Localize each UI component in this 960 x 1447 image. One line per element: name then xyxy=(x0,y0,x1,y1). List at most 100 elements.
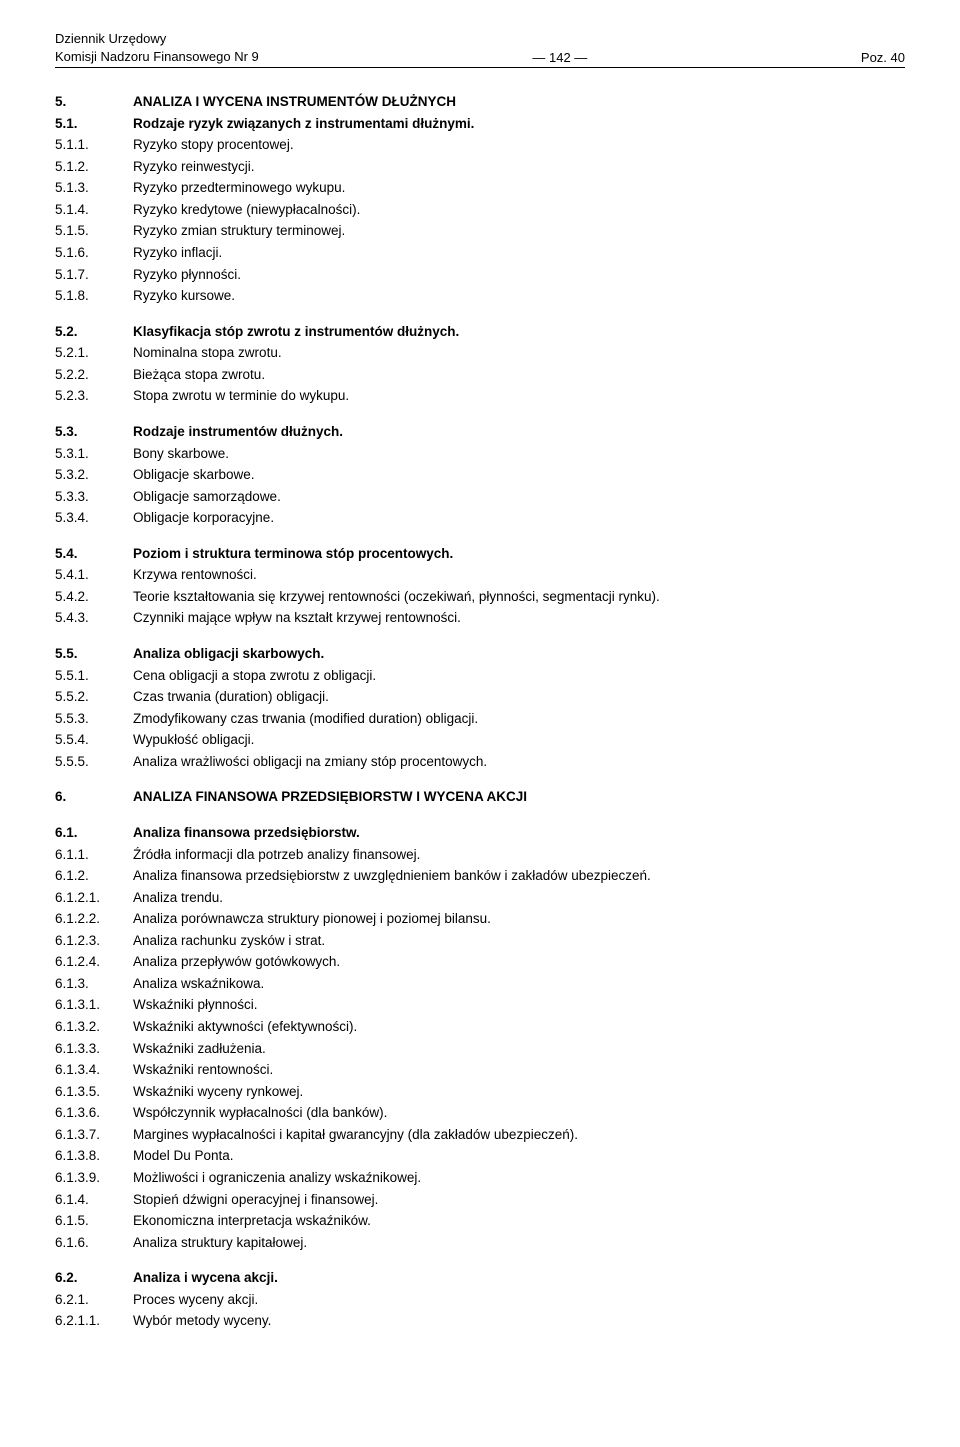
item-number: 5.4.1. xyxy=(55,565,133,585)
item-text: Margines wypłacalności i kapitał gwaranc… xyxy=(133,1125,905,1145)
list-row: 6.1.6.Analiza struktury kapitałowej. xyxy=(55,1233,905,1253)
item-text: Rodzaje ryzyk związanych z instrumentami… xyxy=(133,114,905,134)
list-row: 6.1.3.5.Wskaźniki wyceny rynkowej. xyxy=(55,1082,905,1102)
item-text: Ryzyko płynności. xyxy=(133,265,905,285)
item-number: 6.1. xyxy=(55,823,133,843)
item-number: 5.3.4. xyxy=(55,508,133,528)
item-number: 5.1.7. xyxy=(55,265,133,285)
item-number: 5.1.5. xyxy=(55,221,133,241)
item-text: Analiza trendu. xyxy=(133,888,905,908)
item-number: 6.1.3.6. xyxy=(55,1103,133,1123)
list-row: 5.1.8.Ryzyko kursowe. xyxy=(55,286,905,306)
item-text: Ekonomiczna interpretacja wskaźników. xyxy=(133,1211,905,1231)
item-number: 6.2.1. xyxy=(55,1290,133,1310)
item-number: 5.1.3. xyxy=(55,178,133,198)
item-number: 6.1.3. xyxy=(55,974,133,994)
list-row: 5.2.2.Bieżąca stopa zwrotu. xyxy=(55,365,905,385)
item-text: Stopa zwrotu w terminie do wykupu. xyxy=(133,386,905,406)
list-row: 6.1.3.4.Wskaźniki rentowności. xyxy=(55,1060,905,1080)
list-row: 5.3.Rodzaje instrumentów dłużnych. xyxy=(55,422,905,442)
header-center: — 142 — xyxy=(532,50,587,65)
item-number: 5. xyxy=(55,92,133,112)
list-row: 5.4.1.Krzywa rentowności. xyxy=(55,565,905,585)
list-row: 6.1.3.8.Model Du Ponta. xyxy=(55,1146,905,1166)
list-row: 5.1.2.Ryzyko reinwestycji. xyxy=(55,157,905,177)
item-text: Wskaźniki płynności. xyxy=(133,995,905,1015)
list-row: 5.5.4.Wypukłość obligacji. xyxy=(55,730,905,750)
item-number: 5.5.3. xyxy=(55,709,133,729)
list-row: 5.5.1.Cena obligacji a stopa zwrotu z ob… xyxy=(55,666,905,686)
item-text: Proces wyceny akcji. xyxy=(133,1290,905,1310)
item-number: 6.1.3.5. xyxy=(55,1082,133,1102)
item-text: Obligacje samorządowe. xyxy=(133,487,905,507)
list-row: 5.4.Poziom i struktura terminowa stóp pr… xyxy=(55,544,905,564)
list-row: 5.5.Analiza obligacji skarbowych. xyxy=(55,644,905,664)
list-row: 6.1.1.Źródła informacji dla potrzeb anal… xyxy=(55,845,905,865)
item-number: 5.4.3. xyxy=(55,608,133,628)
item-number: 5.3.2. xyxy=(55,465,133,485)
item-number: 6.1.2. xyxy=(55,866,133,886)
list-row: 6.1.3.6.Współczynnik wypłacalności (dla … xyxy=(55,1103,905,1123)
item-text: Ryzyko kursowe. xyxy=(133,286,905,306)
item-number: 6. xyxy=(55,787,133,807)
list-row: 6.1.2.3.Analiza rachunku zysków i strat. xyxy=(55,931,905,951)
item-text: Analiza przepływów gotówkowych. xyxy=(133,952,905,972)
item-text: Ryzyko zmian struktury terminowej. xyxy=(133,221,905,241)
list-row: 5.1.4.Ryzyko kredytowe (niewypłacalności… xyxy=(55,200,905,220)
list-row: 5.2.1.Nominalna stopa zwrotu. xyxy=(55,343,905,363)
list-row: 6.1.3.3.Wskaźniki zadłużenia. xyxy=(55,1039,905,1059)
list-row: 6.1.2.2.Analiza porównawcza struktury pi… xyxy=(55,909,905,929)
item-text: Analiza obligacji skarbowych. xyxy=(133,644,905,664)
item-number: 5.5.2. xyxy=(55,687,133,707)
list-row: 5.1.Rodzaje ryzyk związanych z instrumen… xyxy=(55,114,905,134)
item-text: Ryzyko kredytowe (niewypłacalności). xyxy=(133,200,905,220)
item-number: 6.1.2.1. xyxy=(55,888,133,908)
list-row: 6.1.3.Analiza wskaźnikowa. xyxy=(55,974,905,994)
item-text: Możliwości i ograniczenia analizy wskaźn… xyxy=(133,1168,905,1188)
item-text: Analiza finansowa przedsiębiorstw. xyxy=(133,823,905,843)
item-text: Współczynnik wypłacalności (dla banków). xyxy=(133,1103,905,1123)
list-row: 5.3.1.Bony skarbowe. xyxy=(55,444,905,464)
item-number: 5.2.2. xyxy=(55,365,133,385)
item-number: 5.3. xyxy=(55,422,133,442)
list-row: 6.1.Analiza finansowa przedsiębiorstw. xyxy=(55,823,905,843)
item-text: Analiza wskaźnikowa. xyxy=(133,974,905,994)
item-text: Analiza i wycena akcji. xyxy=(133,1268,905,1288)
document-body: 5.ANALIZA I WYCENA INSTRUMENTÓW DŁUŻNYCH… xyxy=(55,92,905,1331)
item-text: Bony skarbowe. xyxy=(133,444,905,464)
header-left: Dziennik Urzędowy Komisji Nadzoru Finans… xyxy=(55,30,259,65)
item-number: 6.1.6. xyxy=(55,1233,133,1253)
item-number: 5.1.8. xyxy=(55,286,133,306)
item-number: 6.1.1. xyxy=(55,845,133,865)
item-number: 6.1.2.2. xyxy=(55,909,133,929)
list-row: 5.1.5.Ryzyko zmian struktury terminowej. xyxy=(55,221,905,241)
item-number: 5.3.1. xyxy=(55,444,133,464)
item-number: 6.1.2.3. xyxy=(55,931,133,951)
item-number: 5.1. xyxy=(55,114,133,134)
item-number: 5.2.3. xyxy=(55,386,133,406)
item-number: 5.5.4. xyxy=(55,730,133,750)
item-number: 5.1.2. xyxy=(55,157,133,177)
page-header: Dziennik Urzędowy Komisji Nadzoru Finans… xyxy=(55,30,905,68)
item-text: Analiza wrażliwości obligacji na zmiany … xyxy=(133,752,905,772)
item-text: Cena obligacji a stopa zwrotu z obligacj… xyxy=(133,666,905,686)
list-row: 5.2.Klasyfikacja stóp zwrotu z instrumen… xyxy=(55,322,905,342)
list-row: 5.4.3.Czynniki mające wpływ na kształt k… xyxy=(55,608,905,628)
list-row: 6.1.4.Stopień dźwigni operacyjnej i fina… xyxy=(55,1190,905,1210)
item-number: 6.1.3.4. xyxy=(55,1060,133,1080)
item-number: 6.1.3.8. xyxy=(55,1146,133,1166)
item-text: Obligacje korporacyjne. xyxy=(133,508,905,528)
item-number: 5.5.1. xyxy=(55,666,133,686)
item-number: 5.4.2. xyxy=(55,587,133,607)
list-row: 5.1.3.Ryzyko przedterminowego wykupu. xyxy=(55,178,905,198)
list-row: 6.2.Analiza i wycena akcji. xyxy=(55,1268,905,1288)
list-row: 6.1.3.1.Wskaźniki płynności. xyxy=(55,995,905,1015)
item-number: 6.1.4. xyxy=(55,1190,133,1210)
item-number: 6.2. xyxy=(55,1268,133,1288)
item-number: 5.2. xyxy=(55,322,133,342)
item-number: 5.5. xyxy=(55,644,133,664)
item-text: Analiza porównawcza struktury pionowej i… xyxy=(133,909,905,929)
list-row: 6.1.2.1.Analiza trendu. xyxy=(55,888,905,908)
list-row: 6.1.3.2.Wskaźniki aktywności (efektywnoś… xyxy=(55,1017,905,1037)
item-text: Analiza rachunku zysków i strat. xyxy=(133,931,905,951)
